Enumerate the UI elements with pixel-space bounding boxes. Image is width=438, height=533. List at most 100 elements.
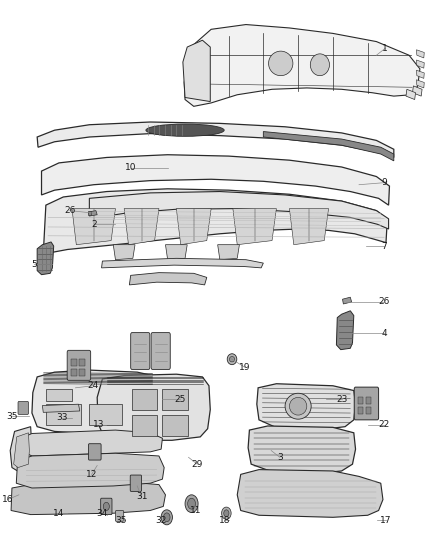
Text: 4: 4 — [381, 329, 387, 338]
Bar — [132, 389, 157, 410]
Polygon shape — [417, 80, 424, 88]
Ellipse shape — [163, 513, 170, 522]
Polygon shape — [44, 189, 387, 253]
Bar — [88, 211, 91, 215]
FancyBboxPatch shape — [130, 475, 141, 491]
Polygon shape — [263, 132, 394, 161]
Polygon shape — [88, 211, 97, 216]
Text: 13: 13 — [93, 420, 105, 429]
Text: 24: 24 — [87, 381, 99, 390]
Text: 1: 1 — [382, 44, 388, 53]
Polygon shape — [218, 245, 240, 260]
Text: 35: 35 — [115, 515, 127, 524]
Text: 17: 17 — [380, 515, 392, 524]
Bar — [358, 407, 364, 414]
Text: 2: 2 — [91, 220, 96, 229]
Polygon shape — [417, 50, 424, 58]
Text: 26: 26 — [64, 206, 75, 215]
Polygon shape — [413, 86, 422, 96]
Bar — [162, 415, 187, 435]
Text: 22: 22 — [378, 420, 390, 429]
Polygon shape — [72, 208, 116, 245]
FancyBboxPatch shape — [116, 511, 124, 521]
Polygon shape — [184, 25, 420, 107]
Bar — [358, 398, 364, 404]
Ellipse shape — [103, 502, 110, 511]
Ellipse shape — [268, 51, 293, 76]
Ellipse shape — [290, 398, 307, 415]
Bar — [71, 359, 77, 366]
Polygon shape — [183, 40, 210, 102]
Polygon shape — [14, 433, 29, 467]
Polygon shape — [37, 122, 394, 157]
Polygon shape — [124, 208, 159, 245]
FancyBboxPatch shape — [18, 401, 28, 414]
Text: 23: 23 — [337, 395, 348, 404]
FancyBboxPatch shape — [67, 350, 91, 381]
Polygon shape — [37, 242, 54, 274]
Bar — [366, 398, 371, 404]
Polygon shape — [233, 208, 276, 245]
Polygon shape — [113, 245, 135, 260]
Text: 11: 11 — [190, 506, 201, 515]
Text: 14: 14 — [53, 508, 64, 518]
Bar — [132, 415, 157, 435]
Polygon shape — [16, 453, 164, 488]
Text: 10: 10 — [125, 163, 136, 172]
Text: 5: 5 — [31, 260, 36, 269]
Polygon shape — [42, 404, 80, 413]
Text: 32: 32 — [155, 515, 167, 524]
Polygon shape — [42, 155, 389, 205]
Text: 35: 35 — [6, 412, 18, 421]
FancyBboxPatch shape — [88, 443, 101, 460]
Polygon shape — [23, 430, 162, 456]
Text: 33: 33 — [57, 413, 68, 422]
Polygon shape — [290, 208, 328, 245]
Bar — [46, 404, 81, 425]
Bar — [366, 407, 371, 414]
Text: 18: 18 — [219, 515, 231, 524]
Polygon shape — [237, 470, 383, 518]
Text: 12: 12 — [86, 470, 97, 479]
Text: 34: 34 — [96, 508, 107, 518]
Polygon shape — [177, 208, 211, 245]
Text: 16: 16 — [2, 495, 13, 504]
Ellipse shape — [224, 510, 229, 516]
Text: 29: 29 — [191, 459, 203, 469]
Bar — [79, 369, 85, 376]
Text: 7: 7 — [381, 241, 387, 251]
Polygon shape — [11, 481, 166, 514]
Bar — [162, 389, 187, 410]
Polygon shape — [97, 374, 210, 440]
Polygon shape — [10, 426, 32, 472]
FancyBboxPatch shape — [151, 333, 170, 369]
Ellipse shape — [310, 54, 329, 76]
Bar — [46, 389, 72, 401]
Ellipse shape — [187, 498, 195, 509]
Text: 26: 26 — [378, 297, 390, 306]
Polygon shape — [248, 426, 356, 472]
Ellipse shape — [161, 510, 173, 525]
Bar — [79, 359, 85, 366]
Polygon shape — [129, 273, 207, 285]
Ellipse shape — [185, 495, 198, 513]
Text: 9: 9 — [381, 178, 387, 187]
Bar — [71, 369, 77, 376]
Bar — [89, 404, 122, 425]
Polygon shape — [102, 259, 263, 268]
Ellipse shape — [227, 354, 237, 365]
Text: 19: 19 — [239, 363, 251, 372]
FancyBboxPatch shape — [354, 387, 378, 420]
FancyBboxPatch shape — [101, 498, 112, 514]
Text: 3: 3 — [277, 453, 283, 462]
Ellipse shape — [146, 124, 224, 136]
Polygon shape — [417, 70, 424, 78]
Polygon shape — [406, 90, 416, 100]
Polygon shape — [417, 60, 424, 68]
Ellipse shape — [230, 357, 235, 362]
Polygon shape — [343, 297, 352, 304]
Ellipse shape — [285, 393, 311, 419]
Ellipse shape — [222, 507, 231, 519]
FancyBboxPatch shape — [131, 333, 150, 369]
Text: 25: 25 — [174, 395, 186, 404]
